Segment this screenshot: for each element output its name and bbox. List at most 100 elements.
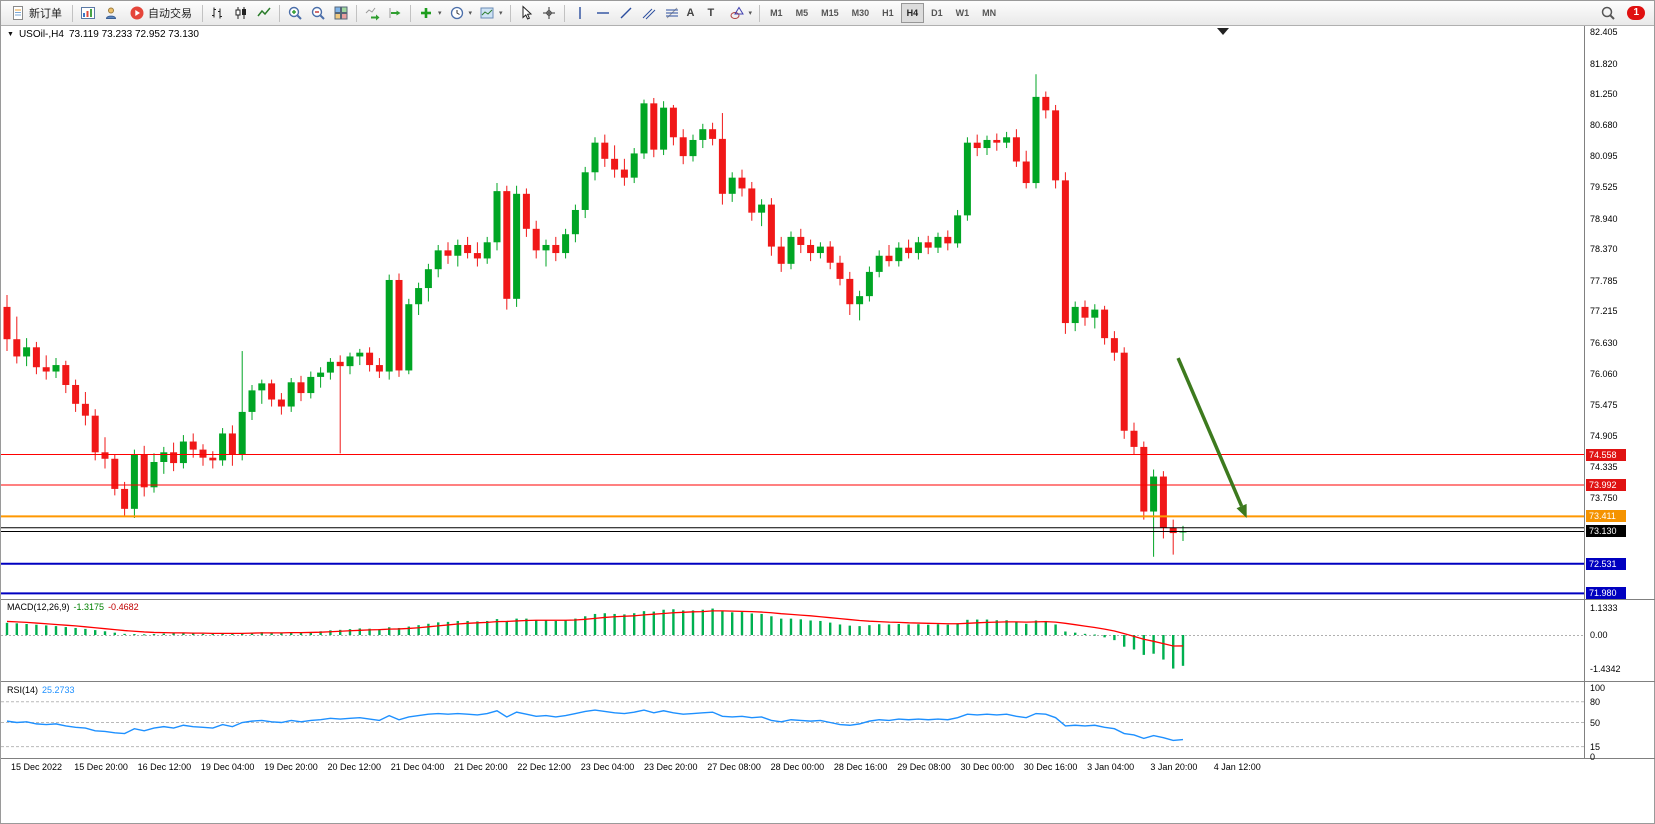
candle-body [473, 253, 481, 259]
macd-histogram-bar [1025, 623, 1028, 635]
candle-body [1091, 309, 1099, 318]
macd-histogram-bar [721, 611, 724, 635]
search-button[interactable] [1597, 3, 1619, 24]
trend-arrow[interactable] [1176, 357, 1244, 507]
ohlc-values-label: 73.119 73.233 72.952 73.130 [68, 29, 199, 40]
fibonacci-button[interactable] [661, 3, 683, 24]
candle-body [944, 236, 952, 244]
timeframe-mn-button[interactable]: MN [976, 3, 1002, 23]
candle-body [777, 246, 785, 264]
macd-histogram-bar [25, 624, 28, 635]
channel-button[interactable] [638, 3, 660, 24]
chevron-down-icon: ▾ [499, 10, 503, 17]
macd-histogram-bar [897, 624, 900, 635]
auto-scroll-button[interactable] [361, 3, 383, 24]
macd-histogram-bar [123, 633, 126, 635]
macd-histogram-bar [858, 626, 861, 635]
candle-body [503, 191, 511, 299]
crosshair-button[interactable] [538, 3, 560, 24]
candle-body [199, 449, 207, 458]
candle-body [807, 244, 815, 254]
macd-histogram-bar [633, 613, 636, 635]
candle-body [1003, 137, 1011, 143]
candle-body [434, 250, 442, 270]
candle-body [954, 215, 962, 244]
candle-body [81, 403, 89, 416]
chart-shift-button[interactable] [384, 3, 406, 24]
macd-histogram-bar [809, 620, 812, 635]
candle-body [277, 399, 285, 407]
candle-body [1032, 96, 1040, 184]
candle-body [238, 411, 246, 455]
macd-histogram-bar [652, 611, 655, 635]
templates-button[interactable]: ▾ [476, 3, 506, 24]
cursor-button[interactable] [515, 3, 537, 24]
text-button[interactable]: A [684, 3, 704, 24]
candle-body [228, 433, 236, 455]
candle-body [3, 306, 11, 340]
macd-histogram-bar [172, 633, 175, 635]
toolbar-separator [279, 4, 280, 22]
shapes-button[interactable]: ▾ [726, 3, 756, 24]
candle-body [865, 271, 873, 297]
macd-histogram-bar [1123, 635, 1126, 647]
candle-body [297, 382, 305, 394]
chevron-down-icon: ▾ [468, 10, 473, 17]
timeframe-m5-button[interactable]: M5 [790, 3, 815, 23]
macd-histogram-bar [1093, 634, 1096, 636]
notification-badge[interactable]: 1 [1627, 6, 1645, 20]
macd-histogram-bar [985, 619, 989, 635]
macd-histogram-bar [290, 632, 293, 635]
trend-arrow-head[interactable] [1236, 503, 1247, 518]
candle-body [601, 142, 609, 159]
vertical-line-button[interactable] [569, 3, 591, 24]
macd-histogram-bar [1162, 635, 1165, 660]
periods-button[interactable]: ▾ [446, 3, 476, 24]
trendline-icon [620, 7, 632, 19]
new-order-icon [13, 6, 23, 20]
bar-chart-button[interactable] [207, 3, 229, 24]
tile-windows-button[interactable] [330, 3, 352, 24]
zoom-out-button[interactable] [307, 3, 329, 24]
macd-histogram-bar [45, 625, 48, 635]
timeframe-m1-button[interactable]: M1 [764, 3, 789, 23]
timeframe-d1-button[interactable]: D1 [925, 3, 949, 23]
zoom-in-button[interactable] [284, 3, 306, 24]
candle-body [630, 153, 638, 178]
timeframe-w1-button[interactable]: W1 [950, 3, 976, 23]
macd-histogram-bar [54, 626, 58, 635]
charts-window-button[interactable] [77, 3, 99, 24]
profiles-button[interactable] [100, 3, 122, 24]
timeframe-h1-button[interactable]: H1 [876, 3, 900, 23]
indicators-button[interactable]: ▾ [415, 3, 445, 24]
candle-body [454, 244, 462, 256]
line-chart-icon [257, 7, 271, 17]
line-chart-button[interactable] [253, 3, 275, 24]
macd-histogram-bar [407, 626, 410, 635]
timeframe-h4-button[interactable]: H4 [900, 3, 925, 23]
macd-signal-line [6, 610, 1184, 647]
macd-histogram-bar [143, 634, 146, 636]
auto-trading-button[interactable]: 自动交易 [123, 3, 198, 24]
symbol-dropdown-icon[interactable]: ▼ [7, 31, 14, 38]
candle-body [1101, 309, 1109, 339]
new-order-button[interactable]: 新订单 [4, 3, 68, 24]
candle-body [522, 193, 530, 229]
candle-body [650, 103, 658, 150]
trendline-button[interactable] [615, 3, 637, 24]
macd-histogram-bar [544, 620, 548, 635]
timeframe-m15-button[interactable]: M15 [815, 3, 845, 23]
horizontal-line-button[interactable] [592, 3, 614, 24]
text-label-button[interactable]: T [705, 3, 725, 24]
macd-histogram-bar [799, 619, 802, 635]
macd-histogram-bar [917, 624, 920, 635]
candle-body [366, 352, 374, 366]
macd-histogram-bar [5, 622, 9, 635]
candle-body [170, 452, 178, 464]
candle-body [1150, 476, 1158, 512]
timeframe-m30-button[interactable]: M30 [846, 3, 876, 23]
macd-signal-value: -0.4682 [108, 602, 139, 612]
candlestick-button[interactable] [230, 3, 252, 24]
macd-histogram-bar [152, 634, 156, 636]
